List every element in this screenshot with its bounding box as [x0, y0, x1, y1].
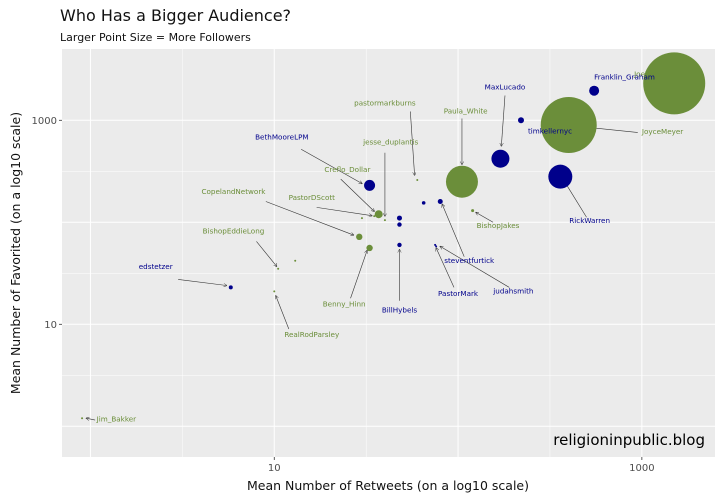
point-extra-green-2 — [360, 217, 363, 220]
data-points — [81, 52, 706, 420]
label-PastorMark: PastorMark — [438, 289, 479, 298]
arrow-MaxLucado — [501, 95, 506, 146]
y-tick-label: 10 — [44, 320, 57, 331]
x-axis-label: Mean Number of Retweets (on a log10 scal… — [247, 478, 529, 493]
label-RickWarren: RickWarren — [569, 216, 610, 225]
arrow-pastormarkburns — [410, 111, 414, 175]
label-BillHybels: BillHybels — [382, 306, 418, 315]
point-PastorDScott — [373, 215, 376, 218]
arrow-BishopEddieLong — [256, 241, 276, 266]
point-Franklin_Graham — [589, 85, 600, 96]
point-Jim_Bakker — [81, 417, 84, 420]
point-CopelandNetwork — [356, 233, 363, 241]
label-steventfurtick: steventfurtick — [444, 256, 495, 265]
label-BishopJakes: BishopJakes — [477, 221, 520, 230]
label-Franklin_Graham: Franklin_Graham — [594, 73, 655, 82]
point-edstetzer — [228, 285, 233, 290]
arrow-Benny_Hinn — [350, 250, 368, 299]
grid-lines — [62, 49, 715, 457]
point-BethMooreLPM — [364, 179, 376, 191]
point-PastorMark — [435, 245, 438, 248]
arrow-PastorMark — [436, 248, 455, 288]
point-steventfurtick — [437, 198, 443, 204]
point-judahsmith — [434, 243, 437, 246]
point-extra-blue-2 — [397, 222, 402, 227]
point-JoyceMeyer — [540, 96, 597, 153]
point-extra-blue-1 — [396, 215, 402, 221]
label-jesse_duplantis: jesse_duplantis — [362, 137, 418, 146]
point-extra-blue-3 — [421, 201, 426, 205]
chart-title: Who Has a Bigger Audience? — [60, 6, 292, 25]
point-BillHybels — [397, 242, 402, 248]
chart-subtitle: Larger Point Size = More Followers — [60, 31, 251, 44]
point-Benny_Hinn — [366, 244, 373, 252]
arrow-RickWarren — [565, 182, 587, 218]
label-timkellernyc: timkellernyc — [528, 127, 572, 136]
label-Creflo_Dollar: Creflo_Dollar — [324, 165, 370, 174]
arrow-judahsmith — [440, 246, 510, 288]
arrow-RealRodParsley — [276, 296, 290, 330]
label-PastorDScott: PastorDScott — [289, 193, 336, 202]
label-JoelOsteen: JoelOs — [633, 69, 657, 78]
point-Paula_White — [445, 165, 478, 198]
label-judahsmith: judahsmith — [492, 287, 533, 296]
axis-ticks: 10 1000 10 1000 — [32, 116, 655, 474]
y-axis-label: Mean Number of Favorited (on a log10 sca… — [8, 112, 23, 394]
arrow-Creflo_Dollar — [340, 178, 375, 211]
label-pastormarkburns: pastormarkburns — [354, 98, 416, 107]
arrow-CopelandNetwork — [265, 201, 354, 235]
point-jesse_duplantis — [383, 219, 386, 222]
arrow-BishopJakes — [476, 212, 494, 223]
x-tick-label: 10 — [268, 463, 281, 474]
label-BishopEddieLong: BishopEddieLong — [203, 226, 265, 235]
arrow-PastorDScott — [316, 207, 372, 215]
arrow-BethMooreLPM — [300, 149, 362, 183]
label-JoyceMeyer: JoyceMeyer — [641, 127, 683, 136]
y-tick-label: 1000 — [32, 116, 57, 127]
point-extra-green-1 — [294, 259, 297, 262]
label-RealRodParsley: RealRodParsley — [284, 330, 340, 339]
label-MaxLucado: MaxLucado — [485, 83, 526, 92]
label-Jim_Bakker: Jim_Bakker — [96, 414, 137, 423]
label-edstetzer: edstetzer — [139, 262, 173, 271]
point-timkellernyc — [517, 117, 524, 124]
label-Paula_White: Paula_White — [444, 106, 488, 115]
point-MaxLucado — [491, 149, 510, 168]
x-tick-label: 1000 — [629, 463, 654, 474]
arrow-Jim_Bakker — [86, 418, 96, 420]
point-RealRodParsley — [273, 290, 276, 293]
label-CopelandNetwork: CopelandNetwork — [202, 187, 267, 196]
point-RickWarren — [548, 164, 573, 189]
point-BishopJakes — [471, 209, 475, 213]
plot-panel — [62, 49, 715, 457]
point-JoelOsteen — [643, 52, 706, 115]
label-Benny_Hinn: Benny_Hinn — [323, 299, 366, 308]
point-pastormarkburns — [416, 178, 419, 181]
watermark-text: religioninpublic.blog — [553, 431, 705, 449]
point-Creflo_Dollar — [374, 210, 383, 219]
arrow-steventfurtick — [442, 204, 465, 257]
arrow-edstetzer — [178, 279, 226, 285]
label-BethMooreLPM: BethMooreLPM — [255, 132, 308, 141]
point-BishopEddieLong — [277, 267, 280, 270]
